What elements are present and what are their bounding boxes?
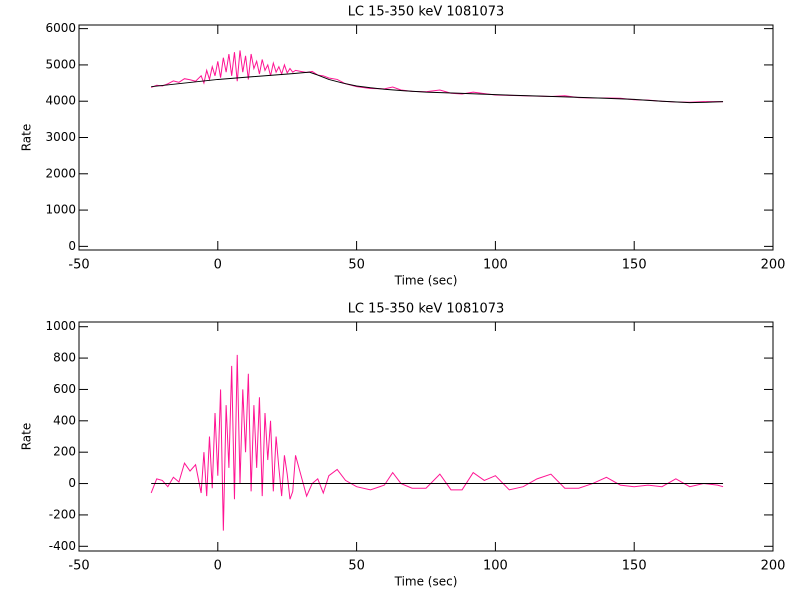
y-tick-label: 4000 xyxy=(45,94,76,108)
x-tick-label: 100 xyxy=(483,559,508,574)
y-tick-label: 1000 xyxy=(45,319,76,333)
y-tick-label: -400 xyxy=(49,539,76,553)
x-tick-label: 100 xyxy=(483,258,508,273)
y-tick-label: 0 xyxy=(68,476,76,490)
y-tick-label: 0 xyxy=(68,239,76,253)
y-tick-label: -200 xyxy=(49,507,76,521)
x-axis-label: Time (sec) xyxy=(394,575,458,589)
x-tick-label: -50 xyxy=(68,559,89,574)
data-line xyxy=(150,50,724,103)
axes-frame xyxy=(78,24,774,251)
y-tick-label: 1000 xyxy=(45,203,76,217)
y-tick-label: 2000 xyxy=(45,166,76,180)
x-tick-label: 200 xyxy=(761,258,786,273)
x-tick-label: 200 xyxy=(761,559,786,574)
x-tick-label: 0 xyxy=(214,258,222,273)
y-tick-label: 6000 xyxy=(45,21,76,35)
y-axis-label: Rate xyxy=(20,124,34,152)
x-axis-label: Time (sec) xyxy=(394,274,458,288)
axes-frame xyxy=(78,321,774,552)
data-line xyxy=(151,71,724,104)
data-line xyxy=(150,354,724,531)
y-tick-label: 3000 xyxy=(45,130,76,144)
x-tick-label: 150 xyxy=(622,258,647,273)
chart-title: LC 15-350 keV 1081073 xyxy=(348,302,505,317)
chart-title: LC 15-350 keV 1081073 xyxy=(348,5,505,20)
x-tick-label: 150 xyxy=(622,559,647,574)
y-tick-label: 5000 xyxy=(45,57,76,71)
y-tick-label: 800 xyxy=(53,351,76,365)
x-tick-label: -50 xyxy=(68,258,89,273)
y-tick-label: 600 xyxy=(53,382,76,396)
y-tick-label: 200 xyxy=(53,445,76,459)
x-tick-label: 50 xyxy=(348,559,365,574)
y-tick-label: 400 xyxy=(53,413,76,427)
x-tick-label: 50 xyxy=(348,258,365,273)
x-tick-label: 0 xyxy=(214,559,222,574)
y-axis-label: Rate xyxy=(20,423,34,451)
